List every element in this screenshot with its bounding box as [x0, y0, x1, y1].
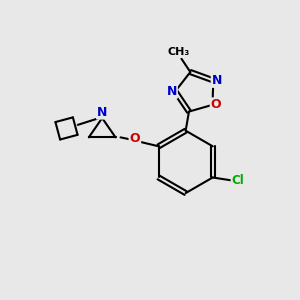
- Text: N: N: [212, 74, 222, 87]
- Text: N: N: [167, 85, 177, 98]
- Text: O: O: [211, 98, 221, 111]
- Text: N: N: [97, 106, 107, 118]
- Text: Cl: Cl: [232, 174, 244, 187]
- Text: O: O: [130, 132, 140, 146]
- Text: CH₃: CH₃: [167, 47, 190, 57]
